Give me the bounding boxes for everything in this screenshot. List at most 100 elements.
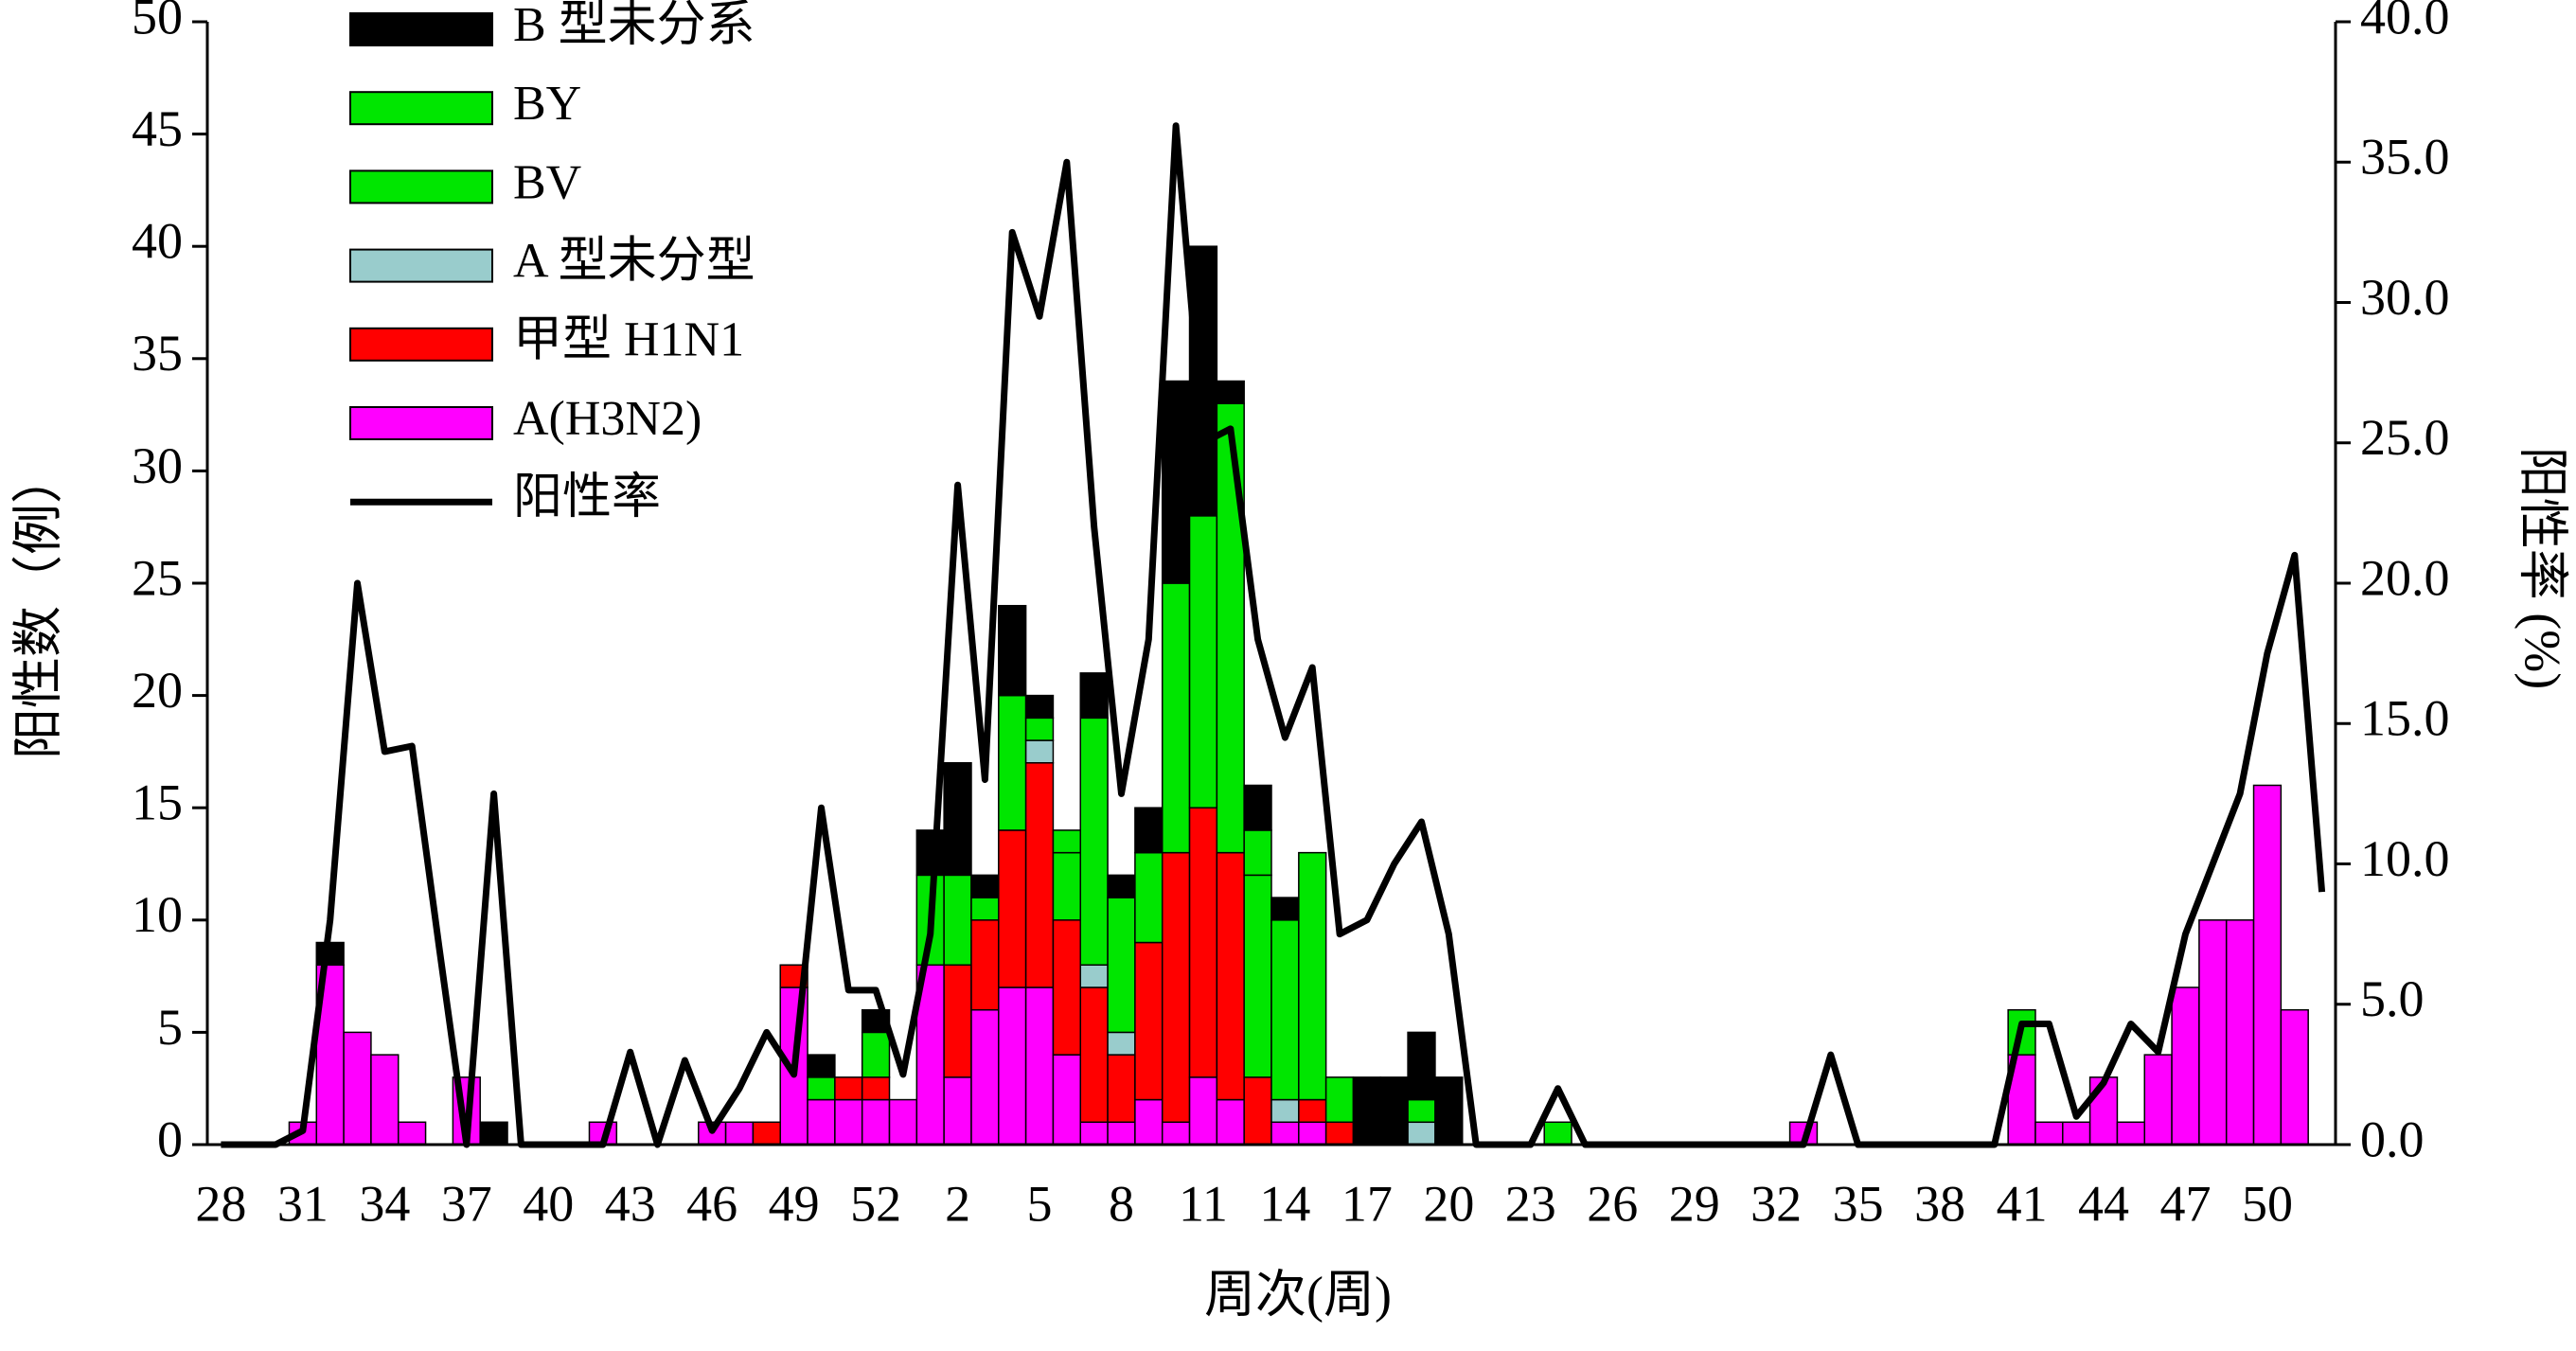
bar-segment — [1216, 851, 1245, 1101]
bar-segment — [888, 1098, 918, 1146]
bar-segment — [1188, 515, 1218, 809]
bar-segment — [807, 1054, 836, 1078]
bar-segment — [1107, 874, 1136, 898]
bar-segment — [1407, 1031, 1436, 1101]
x-tick-label: 11 — [1179, 1175, 1228, 1232]
bar-segment — [1079, 1121, 1109, 1146]
bar-segment — [2198, 919, 2228, 1146]
bar-segment — [1107, 1121, 1136, 1146]
y2-tick-label: 40.0 — [2360, 0, 2450, 44]
bar-segment — [861, 1076, 891, 1101]
bar-segment — [943, 964, 972, 1078]
bar-segment — [370, 1054, 400, 1146]
legend-swatch — [349, 169, 493, 204]
y-tick-label: 50 — [132, 0, 183, 44]
bar-segment — [1352, 1076, 1382, 1146]
bar-segment — [970, 897, 1000, 921]
x-tick-label: 43 — [605, 1175, 656, 1232]
bar-segment — [834, 1098, 863, 1146]
y-tick-label: 10 — [132, 886, 183, 943]
x-tick-label: 50 — [2242, 1175, 2293, 1232]
bar-segment — [1024, 987, 1055, 1146]
x-tick-label: 20 — [1423, 1175, 1474, 1232]
y-tick-label: 25 — [132, 549, 183, 606]
y2-tick-label: 25.0 — [2360, 409, 2450, 466]
bar-segment — [943, 762, 972, 877]
bar-segment — [1407, 1098, 1436, 1124]
y-tick-label: 35 — [132, 325, 183, 382]
bar-segment — [834, 1076, 863, 1101]
bar-segment — [861, 1098, 891, 1146]
bar-segment — [943, 1076, 972, 1146]
bar-segment — [1079, 672, 1109, 720]
y-tick-label: 30 — [132, 437, 183, 494]
y-tick-label: 0 — [157, 1111, 183, 1167]
bar-segment — [1243, 874, 1272, 1078]
x-tick-label: 28 — [195, 1175, 246, 1232]
y-tick-label: 5 — [157, 999, 183, 1056]
bar-segment — [1188, 807, 1218, 1078]
legend-label: BV — [513, 155, 581, 209]
bar-segment — [1270, 919, 1300, 1101]
bar-segment — [1024, 694, 1055, 720]
bar-segment — [343, 1031, 372, 1146]
bar-segment — [2143, 1054, 2173, 1146]
x-tick-label: 26 — [1587, 1175, 1638, 1232]
legend-label: 阳性率 — [513, 471, 661, 524]
bar-segment — [970, 919, 1000, 1011]
bar-segment — [724, 1121, 755, 1146]
bar-segment — [1107, 1054, 1136, 1124]
y2-tick-label: 20.0 — [2360, 549, 2450, 606]
x-tick-label: 38 — [1914, 1175, 1965, 1232]
bar-segment — [1324, 1121, 1355, 1146]
y2-tick-label: 30.0 — [2360, 269, 2450, 326]
legend-swatch — [349, 406, 493, 440]
bar-segment — [2034, 1121, 2064, 1146]
bar-segment — [2116, 1121, 2146, 1146]
bar-segment — [1298, 1098, 1327, 1124]
bar-segment — [1270, 1098, 1300, 1124]
x-tick-label: 41 — [1997, 1175, 2048, 1232]
bar-segment — [1161, 851, 1191, 1124]
bar-segment — [1188, 245, 1218, 517]
bar-segment — [1298, 851, 1327, 1101]
legend-swatch — [349, 327, 493, 362]
x-tick-label: 52 — [850, 1175, 901, 1232]
legend-swatch — [349, 248, 493, 283]
bar-segment — [1324, 1076, 1355, 1124]
legend-label: A 型未分型 — [513, 235, 755, 289]
bar-segment — [970, 1008, 1000, 1146]
bar-segment — [2280, 1008, 2309, 1146]
bar-segment — [1107, 897, 1136, 1034]
y-tick-label: 40 — [132, 213, 183, 270]
bar-segment — [1270, 1121, 1300, 1146]
x-tick-label: 14 — [1259, 1175, 1310, 1232]
bar-segment — [752, 1121, 781, 1146]
legend-swatch — [349, 91, 493, 126]
bar-segment — [1161, 380, 1191, 584]
bar-segment — [1024, 739, 1055, 764]
bar-segment — [479, 1121, 508, 1146]
y-tick-label: 15 — [132, 774, 183, 831]
bar-segment — [998, 604, 1027, 697]
bar-segment — [1216, 380, 1245, 404]
bar-segment — [943, 874, 972, 966]
bar-segment — [1079, 717, 1109, 966]
bar-segment — [1134, 807, 1164, 854]
bar-segment — [1243, 1076, 1272, 1146]
bar-segment — [1134, 851, 1164, 944]
bar-segment — [1052, 829, 1082, 854]
bar-segment — [1543, 1121, 1572, 1146]
y2-tick-label: 5.0 — [2360, 970, 2425, 1027]
bar-segment — [998, 694, 1027, 831]
y-axis-title: 阳性数（例） — [9, 453, 66, 759]
bar-segment — [1052, 1054, 1082, 1146]
x-tick-label: 49 — [769, 1175, 820, 1232]
y2-tick-label: 15.0 — [2360, 690, 2450, 747]
x-axis-title: 周次(周) — [1204, 1266, 1392, 1323]
x-tick-label: 32 — [1750, 1175, 1802, 1232]
bar-segment — [1079, 987, 1109, 1124]
bar-segment — [1134, 941, 1164, 1101]
bar-segment — [1407, 1121, 1436, 1146]
x-tick-label: 2 — [945, 1175, 970, 1232]
